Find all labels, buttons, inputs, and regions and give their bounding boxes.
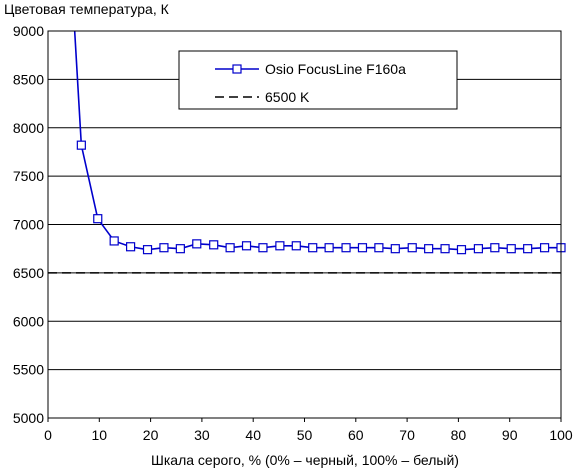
y-tick-label-8000: 8000: [13, 120, 44, 136]
data-point-0-25: [473, 244, 484, 254]
data-point-0-22: [424, 244, 434, 254]
data-point-0-16: [324, 243, 334, 253]
data-point-0-17: [341, 243, 351, 253]
data-point-0-4: [125, 242, 136, 252]
x-tick-label-0: 0: [44, 427, 52, 443]
x-tick-labels: 0 10 20 30 40 50 60 70 80 90 100: [44, 418, 573, 443]
x-tick-label-50: 50: [297, 427, 313, 443]
data-point-0-13: [275, 241, 285, 251]
y-tick-label-9000: 9000: [13, 23, 44, 39]
x-tick-label-90: 90: [502, 427, 518, 443]
y-axis-label: Цветовая температура, К: [4, 1, 170, 17]
y-tick-label-6500: 6500: [13, 265, 44, 281]
data-point-0-28: [523, 244, 533, 254]
data-point-0-3: [109, 236, 119, 246]
data-point-0-18: [357, 243, 368, 253]
data-point-0-23: [440, 244, 450, 254]
data-point-0-19: [374, 243, 384, 253]
data-point-0-20: [390, 244, 400, 254]
legend: Osio FocusLine F160a 6500 K: [178, 50, 458, 110]
data-point-0-6: [159, 243, 169, 253]
data-point-0-2: [93, 214, 103, 224]
data-point-0-5: [142, 245, 153, 255]
x-tick-label-10: 10: [92, 427, 108, 443]
x-axis-label: Шкала серого, % (0% – черный, 100% – бел…: [151, 452, 459, 468]
data-point-0-12: [258, 243, 268, 253]
y-tick-label-7000: 7000: [13, 217, 44, 233]
x-tick-label-40: 40: [245, 427, 261, 443]
x-tick-label-70: 70: [399, 427, 415, 443]
data-point-0-1: [76, 140, 86, 150]
x-tick-label-80: 80: [451, 427, 467, 443]
data-point-0-8: [192, 239, 202, 249]
data-point-0-7: [175, 244, 185, 254]
data-point-0-27: [506, 244, 516, 254]
x-tick-label-20: 20: [143, 427, 159, 443]
legend-box: [178, 50, 458, 110]
x-tick-label-60: 60: [348, 427, 364, 443]
data-point-0-21: [407, 243, 417, 253]
data-point-0-10: [225, 243, 235, 253]
data-point-0-14: [291, 241, 301, 251]
data-point-0-29: [539, 243, 550, 253]
x-tick-label-100: 100: [549, 427, 573, 443]
legend-label-6500k: 6500 K: [265, 89, 310, 105]
y-tick-label-8500: 8500: [13, 71, 44, 87]
y-tick-label-5500: 5500: [13, 362, 44, 378]
data-point-0-15: [308, 243, 318, 253]
legend-marker-osio: [232, 64, 242, 74]
data-point-0-11: [241, 241, 252, 251]
data-point-0-9: [209, 240, 219, 250]
y-tick-label-7500: 7500: [13, 168, 44, 184]
data-point-0-24: [456, 245, 467, 255]
plot-series: [48, 31, 566, 274]
y-tick-label-6000: 6000: [13, 313, 44, 329]
y-tick-labels: 5000 5500 6000 6500 7000 7500 8000 8500 9000: [13, 23, 44, 426]
legend-label-osio: Osio FocusLine F160a: [265, 61, 406, 77]
y-tick-label-5000: 5000: [13, 410, 44, 426]
data-point-0-26: [490, 243, 500, 253]
x-tick-label-30: 30: [194, 427, 210, 443]
grid: [48, 78, 561, 371]
